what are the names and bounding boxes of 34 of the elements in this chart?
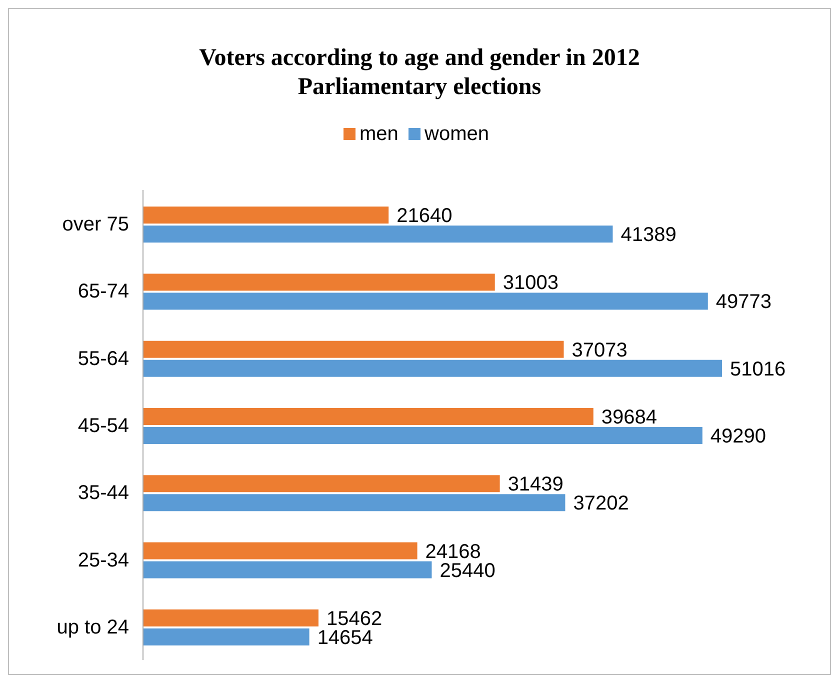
y-tick-label: 55-64 (78, 348, 129, 370)
data-label: 31003 (502, 272, 558, 294)
data-label: 41389 (620, 224, 676, 246)
bar (143, 628, 310, 646)
data-label: 37073 (572, 339, 628, 362)
bar (143, 609, 318, 626)
bar (143, 226, 613, 243)
y-tick-label: 35-44 (78, 482, 129, 504)
bar (143, 206, 389, 224)
data-label: 49773 (716, 291, 772, 314)
bar (143, 494, 566, 512)
data-label: 49290 (710, 426, 766, 448)
data-label: 51016 (730, 358, 786, 380)
bar (143, 561, 432, 578)
y-tick-label: 65-74 (78, 280, 129, 303)
legend-label: women (424, 123, 489, 145)
y-tick-label: 25-34 (78, 549, 129, 572)
data-label: 21640 (396, 205, 452, 228)
data-label: 37202 (573, 492, 629, 515)
bar (143, 408, 594, 425)
bar (143, 542, 418, 560)
data-label: 31439 (508, 474, 564, 496)
y-tick-label: up to 24 (56, 616, 129, 638)
data-label: 39684 (601, 406, 658, 428)
bar (143, 340, 564, 358)
bar (143, 427, 702, 444)
bar (143, 274, 495, 291)
bar (143, 292, 708, 310)
chart-title: Voters according to age and gender in 2012 Parliamentary elections (199, 45, 640, 100)
legend-label: men (360, 123, 398, 145)
bar (143, 475, 500, 492)
bar (143, 360, 722, 377)
y-tick-label: 45-54 (78, 415, 129, 437)
y-tick-label: over 75 (62, 214, 129, 236)
